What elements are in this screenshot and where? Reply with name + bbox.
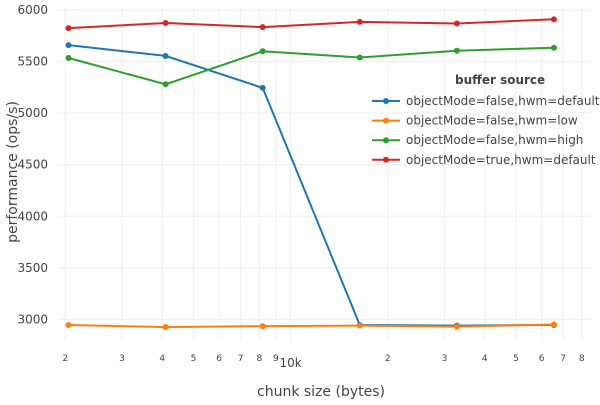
data-point [550,321,557,328]
legend-label: objectMode=false,hwm=default [406,94,600,108]
legend-title: buffer source [455,73,545,87]
y-tick-label: 5500 [17,55,48,69]
data-point [259,84,266,91]
series-line [68,18,554,30]
y-tick-label: 3000 [17,312,48,326]
data-point [550,16,557,23]
y-tick-label: 5000 [17,106,48,120]
data-point [356,54,363,61]
x-tick-label: 6 [216,354,222,364]
legend: buffer source objectMode=false,hwm=defau… [372,73,600,167]
data-point [65,42,72,49]
legend-item: objectMode=true,hwm=default [372,153,596,167]
series-3 [65,44,557,88]
x-tick-label: 4 [482,354,488,364]
y-axis-title: performance (ops/s) [5,101,21,243]
x-tick-label: 8 [579,354,585,364]
data-point [453,20,460,27]
y-axis-ticks: 3000 3500 4000 4500 5000 5500 6000 [17,3,48,326]
data-point [65,25,72,32]
legend-label: objectMode=false,hwm=high [406,133,583,147]
legend-swatch-marker [383,117,389,124]
x-axis-ticks: 2 3 4 5 6 7 8 9 10k 2 3 4 5 6 7 8 [62,354,585,370]
data-point [259,48,266,55]
y-tick-label: 4000 [17,209,48,223]
legend-label: objectMode=true,hwm=default [406,153,596,167]
legend-item: objectMode=false,hwm=low [372,114,578,128]
data-point [162,81,169,88]
legend-item: objectMode=false,hwm=default [372,94,600,108]
series-4 [65,16,557,32]
data-point [259,24,266,31]
data-point [356,18,363,25]
x-tick-label: 7 [238,354,244,364]
x-tick-label: 9 [273,354,279,364]
legend-swatch-marker [383,98,389,104]
data-point [65,322,72,329]
x-tick-label: 3 [119,354,125,364]
legend-item: objectMode=false,hwm=high [372,133,583,147]
x-axis-title: chunk size (bytes) [257,384,385,400]
x-tick-label: 2 [62,354,68,364]
x-tick-label: 7 [560,354,566,364]
x-tick-label: 4 [159,354,165,364]
x-tick-label: 5 [513,354,519,364]
legend-swatch-marker [383,137,389,144]
data-point [162,52,169,59]
data-point [65,55,72,62]
data-point [453,323,460,330]
series-2 [65,321,557,331]
y-tick-label: 6000 [17,3,48,17]
data-point [162,19,169,26]
y-tick-label: 4500 [17,158,48,172]
x-tick-label: 6 [539,354,545,364]
x-tick-label: 5 [191,354,197,364]
y-tick-label: 3500 [17,261,48,275]
data-point [550,44,557,51]
data-point [259,323,266,330]
series-line [68,323,554,329]
legend-label: objectMode=false,hwm=low [406,114,578,128]
data-point [356,322,363,329]
x-tick-label: 2 [385,354,391,364]
x-tick-label: 3 [442,354,448,364]
series-line [68,44,554,327]
x-tick-label: 8 [256,354,262,364]
data-point [453,47,460,54]
data-point [162,324,169,331]
grid-layer [58,8,592,340]
series-line [68,46,554,86]
x-tick-label: 10k [280,356,302,370]
series-layer [65,16,557,331]
legend-swatch-marker [383,156,389,163]
